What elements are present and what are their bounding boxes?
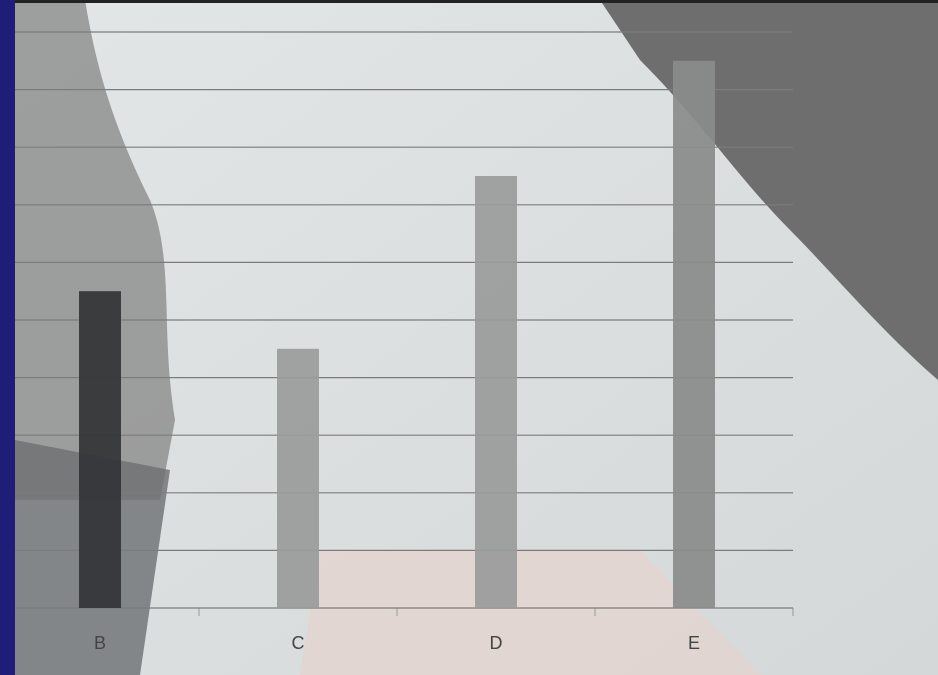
axis-ticks xyxy=(198,608,794,616)
bar xyxy=(475,176,517,608)
x-tick-label: B xyxy=(94,633,106,653)
bar xyxy=(79,291,121,608)
x-tick-label: D xyxy=(490,633,503,653)
top-edge xyxy=(15,0,938,3)
x-tick-label: E xyxy=(688,633,700,653)
paper-pink xyxy=(300,550,760,675)
x-tick-label: C xyxy=(292,633,305,653)
side-strip xyxy=(0,0,15,675)
bar xyxy=(673,60,715,609)
shadow-left xyxy=(15,0,175,500)
bar xyxy=(277,348,319,608)
